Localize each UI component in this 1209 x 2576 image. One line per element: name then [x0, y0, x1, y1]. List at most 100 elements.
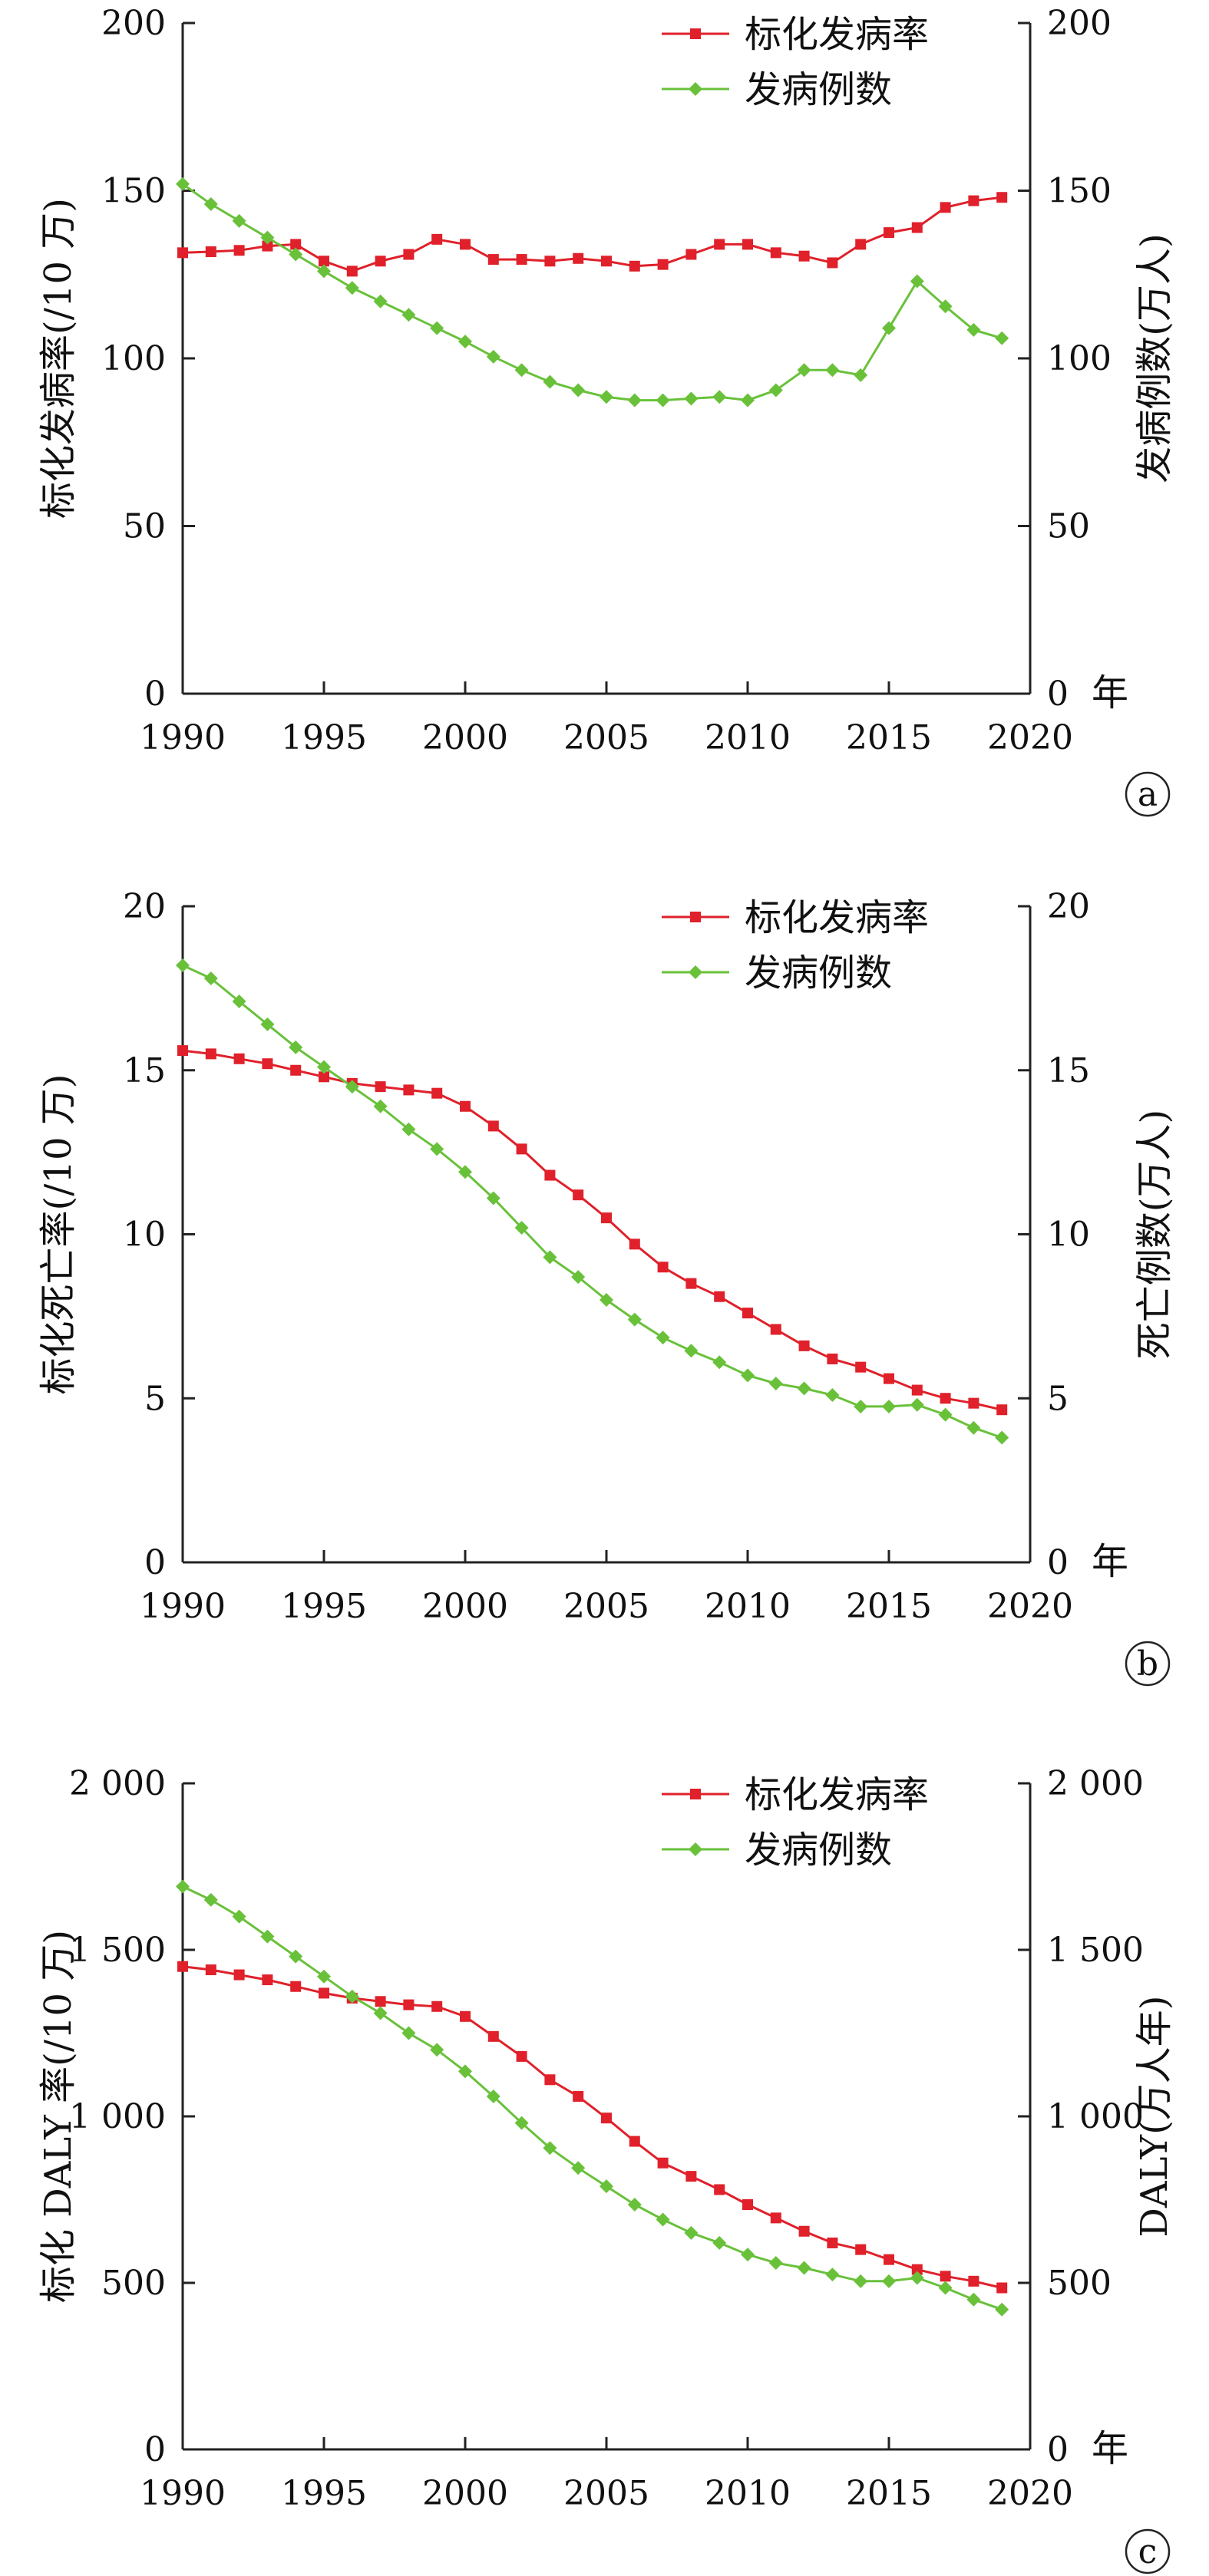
y-axis-title-left: 标化死亡率(/10 万): [37, 1074, 80, 1395]
y-tick-label-left: 150: [101, 172, 166, 211]
data-point-count: [289, 1040, 303, 1054]
data-point-rate: [177, 1045, 188, 1057]
data-point-count: [768, 1377, 783, 1391]
data-point-rate: [487, 1120, 499, 1132]
data-point-rate: [319, 1987, 329, 1999]
y-tick-label-right: 5: [1047, 1379, 1069, 1418]
data-point-count: [910, 2271, 924, 2285]
panel-label: b: [1137, 1644, 1158, 1684]
data-point-rate: [403, 1999, 415, 2010]
data-point-count: [854, 2274, 868, 2288]
data-point-rate: [601, 2113, 612, 2124]
data-point-rate: [487, 254, 499, 266]
data-point-count: [430, 321, 444, 335]
data-point-rate: [460, 1100, 471, 1112]
data-point-rate: [346, 266, 358, 277]
data-point-count: [882, 2274, 896, 2288]
data-point-rate: [573, 1189, 584, 1201]
panel-label-circle: [1125, 771, 1171, 817]
data-point-rate: [770, 247, 781, 259]
data-point-count: [825, 2268, 840, 2282]
data-point-count: [430, 2043, 444, 2057]
data-point-count: [176, 958, 190, 972]
data-point-rate: [431, 233, 443, 245]
y-tick-label-right: 10: [1047, 1215, 1090, 1255]
data-point-count: [768, 2255, 783, 2270]
legend-label: 发病例数: [745, 952, 892, 994]
x-tick-label: 2020: [987, 718, 1073, 757]
x-tick-label: 1990: [140, 1587, 226, 1626]
data-point-count: [910, 274, 924, 289]
data-point-count: [797, 1381, 811, 1396]
data-point-count: [938, 2281, 953, 2295]
legend-marker-rate: [690, 1789, 701, 1799]
data-point-count: [882, 1399, 896, 1413]
data-point-rate: [714, 2184, 725, 2195]
data-point-rate: [205, 246, 216, 258]
data-point-count: [260, 230, 275, 245]
y-tick-label-right: 20: [1047, 887, 1090, 926]
series-line-count: [182, 1885, 1003, 2311]
x-tick-label: 1990: [140, 718, 226, 757]
y-tick-label-right: 150: [1047, 172, 1112, 211]
legend-label: 标化发病率: [745, 896, 929, 939]
y-tick-label-left: 200: [101, 4, 166, 43]
panel-label: a: [1138, 775, 1158, 814]
data-point-count: [741, 1368, 755, 1383]
x-unit-label: 年: [1092, 1540, 1128, 1583]
panel-label: c: [1138, 2532, 1158, 2571]
chart-panel-a: 0 0 50 50 100 100 150 150 200 200 1990 1995 2000 2005…: [37, 4, 1176, 817]
data-point-rate: [516, 254, 527, 266]
data-point-rate: [290, 1981, 302, 1992]
data-point-rate: [601, 256, 612, 267]
data-point-rate: [375, 1081, 386, 1093]
series-line-rate: [182, 1049, 1003, 1411]
y-tick-label-right: 200: [1047, 4, 1112, 43]
data-point-count: [458, 2064, 472, 2079]
x-tick-label: 2005: [563, 2474, 649, 2513]
y-tick-label-left: 0: [144, 675, 166, 714]
data-point-count: [401, 2026, 416, 2040]
data-point-count: [260, 1929, 275, 1944]
x-tick-label: 2015: [846, 2474, 932, 2513]
data-point-count: [345, 281, 359, 295]
y-tick-label-left: 500: [101, 2264, 166, 2303]
data-point-count: [373, 2006, 388, 2020]
data-point-count: [458, 335, 472, 349]
data-point-rate: [855, 2244, 867, 2255]
chart-panel-c: 0 0 500 500 1 000 1 000 1 500 1 500 2 000 2 000 19…: [37, 1764, 1176, 2574]
data-point-rate: [262, 1974, 273, 1986]
y-tick-label-left: 50: [123, 507, 166, 546]
legend-label: 发病例数: [745, 68, 892, 111]
x-tick-label: 1995: [281, 1587, 367, 1626]
data-point-rate: [968, 195, 979, 206]
data-point-count: [345, 1989, 359, 2004]
data-point-rate: [205, 1964, 216, 1976]
data-point-rate: [884, 1373, 894, 1384]
x-tick-label: 2015: [846, 1587, 932, 1626]
data-point-count: [600, 1293, 613, 1307]
series-line-count: [182, 183, 1003, 402]
series-line-rate: [182, 1965, 1003, 2289]
data-point-count: [995, 1430, 1009, 1445]
x-tick-label: 2010: [705, 718, 791, 757]
data-point-count: [966, 2292, 981, 2307]
data-point-count: [712, 1355, 727, 1370]
data-point-rate: [855, 1361, 867, 1373]
data-point-rate: [996, 192, 1008, 203]
data-point-rate: [262, 1058, 273, 1070]
data-point-count: [232, 1909, 246, 1924]
data-point-rate: [884, 2254, 894, 2265]
data-point-count: [882, 321, 896, 335]
data-point-count: [600, 2179, 613, 2194]
data-point-count: [684, 391, 699, 406]
data-point-count: [995, 2302, 1009, 2317]
data-point-rate: [544, 256, 556, 267]
data-point-count: [768, 383, 783, 397]
data-point-count: [684, 1344, 699, 1358]
data-point-rate: [996, 1404, 1008, 1416]
data-point-rate: [262, 240, 273, 252]
data-point-rate: [685, 1278, 697, 1289]
y-tick-label-right: 500: [1047, 2264, 1112, 2303]
